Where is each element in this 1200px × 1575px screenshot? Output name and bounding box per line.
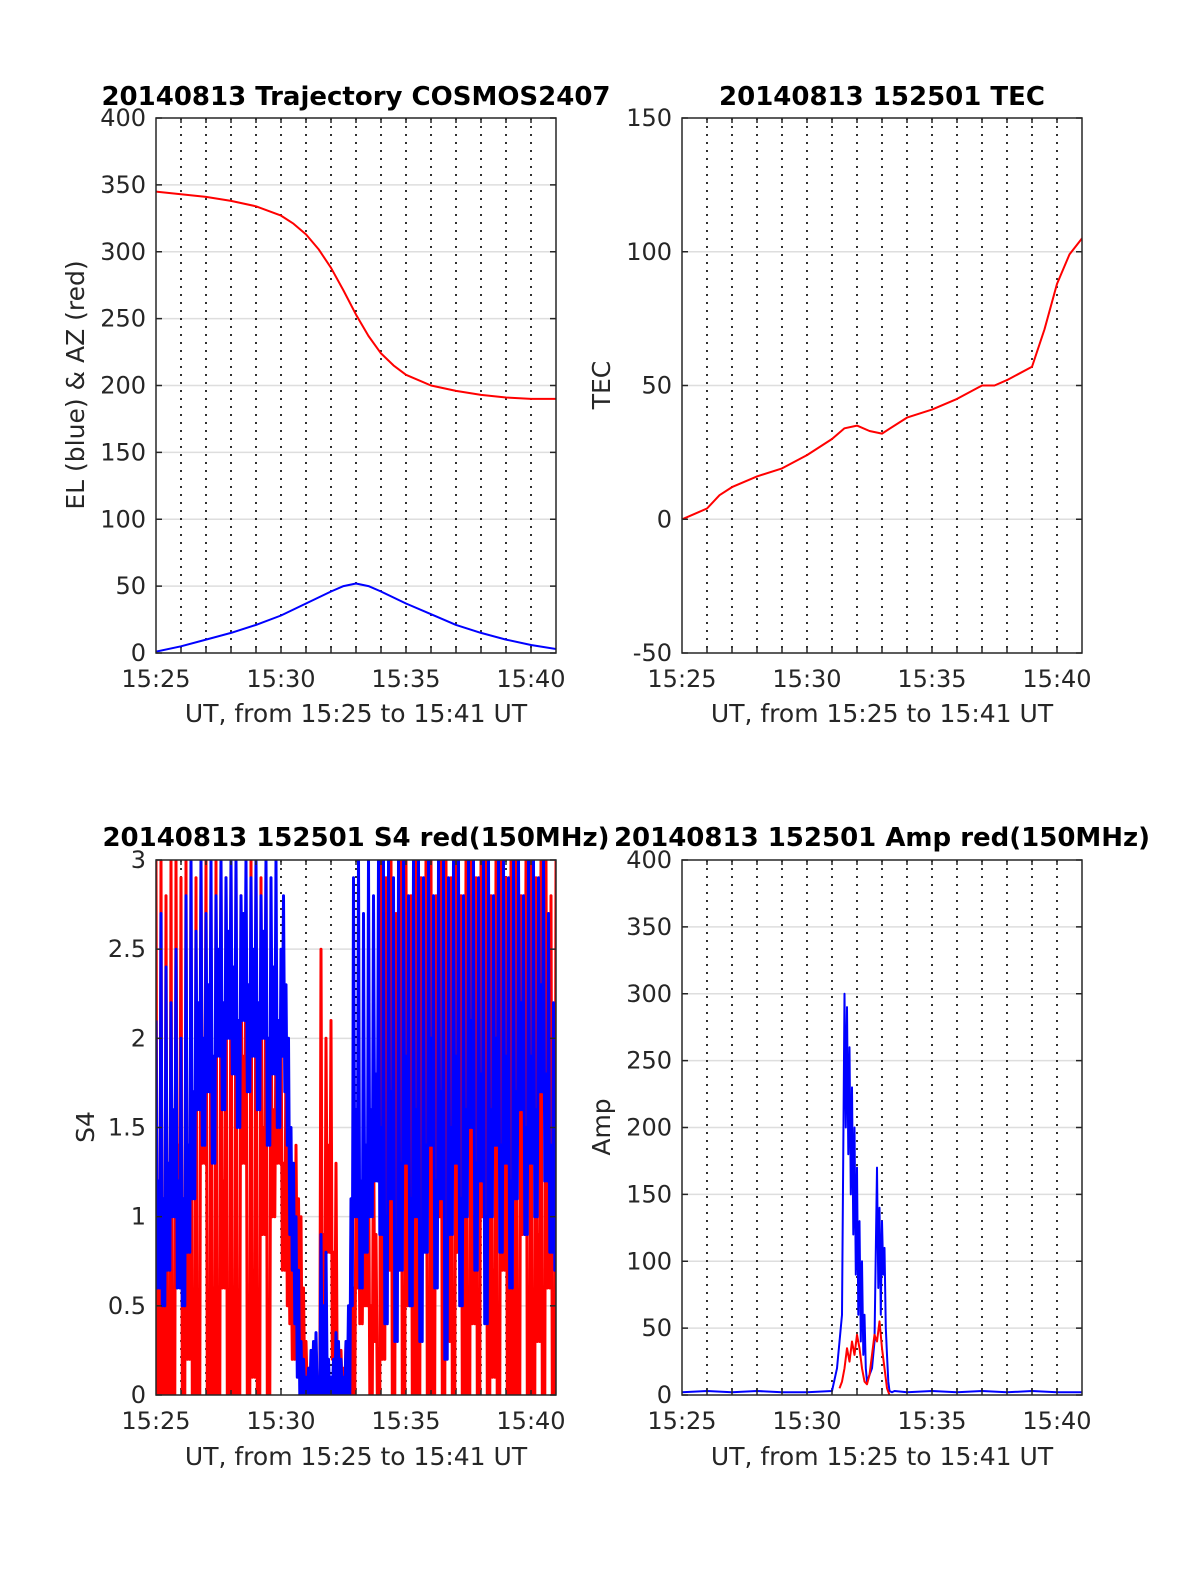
y-tick-label: 400 xyxy=(626,846,672,874)
y-axis-label: S4 xyxy=(71,1111,100,1143)
x-tick-label: 15:30 xyxy=(772,1407,841,1435)
x-tick-label: 15:30 xyxy=(246,1407,315,1435)
y-tick-label: 150 xyxy=(100,438,146,466)
series-line xyxy=(156,860,556,1395)
y-tick-label: 50 xyxy=(641,1314,672,1342)
y-tick-label: 0 xyxy=(131,1381,146,1409)
series-line xyxy=(838,1320,895,1395)
panel-title: 20140813 Trajectory COSMOS2407 xyxy=(101,82,610,112)
y-tick-label: 100 xyxy=(100,505,146,533)
y-tick-label: 150 xyxy=(626,104,672,132)
y-tick-label: 200 xyxy=(626,1114,672,1142)
y-tick-label: 150 xyxy=(626,1180,672,1208)
y-axis-label: TEC xyxy=(587,361,616,411)
x-tick-label: 15:25 xyxy=(121,665,190,693)
panel-s4: 20140813 152501 S4 red(150MHz) 0 0.5 1 1.5 2… xyxy=(71,823,610,1471)
y-tick-label: 250 xyxy=(100,305,146,333)
y-tick-label: 350 xyxy=(100,171,146,199)
y-tick-label: 1 xyxy=(131,1203,146,1231)
y-axis-label: Amp xyxy=(587,1098,616,1155)
x-tick-label: 15:25 xyxy=(647,1407,716,1435)
x-tick-label: 15:25 xyxy=(647,665,716,693)
x-tick-label: 15:35 xyxy=(371,665,440,693)
x-tick-label: 15:25 xyxy=(121,1407,190,1435)
y-tick-label: 200 xyxy=(100,372,146,400)
panel-amp: 20140813 152501 Amp red(150MHz) 0 50 100 15… xyxy=(587,823,1150,1471)
series-line xyxy=(156,582,556,653)
y-tick-label: 100 xyxy=(626,238,672,266)
y-tick-label: 2.5 xyxy=(108,935,146,963)
y-tick-label: 400 xyxy=(100,104,146,132)
panel-title: 20140813 152501 S4 red(150MHz) xyxy=(102,823,609,853)
y-tick-label: 1.5 xyxy=(108,1114,146,1142)
y-tick-label: 300 xyxy=(100,238,146,266)
series-line xyxy=(682,237,1082,521)
x-axis-label: UT, from 15:25 to 15:41 UT xyxy=(711,1442,1054,1471)
panel-title: 20140813 152501 TEC xyxy=(719,82,1045,112)
panel-trajectory: 20140813 Trajectory COSMOS2407 0 50 100 150… xyxy=(61,82,611,728)
series-line xyxy=(156,190,556,400)
series-line xyxy=(682,992,1082,1394)
x-axis-label: UT, from 15:25 to 15:41 UT xyxy=(711,699,1054,728)
x-tick-label: 15:40 xyxy=(496,1407,565,1435)
y-tick-label: 100 xyxy=(626,1247,672,1275)
y-tick-label: 50 xyxy=(641,372,672,400)
x-tick-label: 15:40 xyxy=(1022,1407,1091,1435)
y-tick-label: 3 xyxy=(131,846,146,874)
x-axis-label: UT, from 15:25 to 15:41 UT xyxy=(185,1442,528,1471)
y-tick-label: 0 xyxy=(657,505,672,533)
x-axis-label: UT, from 15:25 to 15:41 UT xyxy=(185,699,528,728)
x-tick-label: 15:30 xyxy=(772,665,841,693)
x-tick-label: 15:40 xyxy=(1022,665,1091,693)
x-tick-label: 15:35 xyxy=(897,665,966,693)
y-tick-label: 0.5 xyxy=(108,1292,146,1320)
x-tick-label: 15:30 xyxy=(246,665,315,693)
y-axis-label: EL (blue) & AZ (red) xyxy=(61,260,90,509)
panel-title: 20140813 152501 Amp red(150MHz) xyxy=(614,823,1150,853)
y-tick-label: 2 xyxy=(131,1024,146,1052)
y-tick-label: 300 xyxy=(626,980,672,1008)
x-tick-label: 15:40 xyxy=(496,665,565,693)
y-tick-label: -50 xyxy=(633,639,672,667)
panel-tec: 20140813 152501 TEC -50 0 50 100 150 15:25 15:… xyxy=(587,82,1092,728)
y-tick-label: 250 xyxy=(626,1047,672,1075)
y-tick-label: 50 xyxy=(115,572,146,600)
y-tick-label: 0 xyxy=(131,639,146,667)
x-tick-label: 15:35 xyxy=(897,1407,966,1435)
y-tick-label: 350 xyxy=(626,913,672,941)
y-tick-label: 0 xyxy=(657,1381,672,1409)
x-tick-label: 15:35 xyxy=(371,1407,440,1435)
